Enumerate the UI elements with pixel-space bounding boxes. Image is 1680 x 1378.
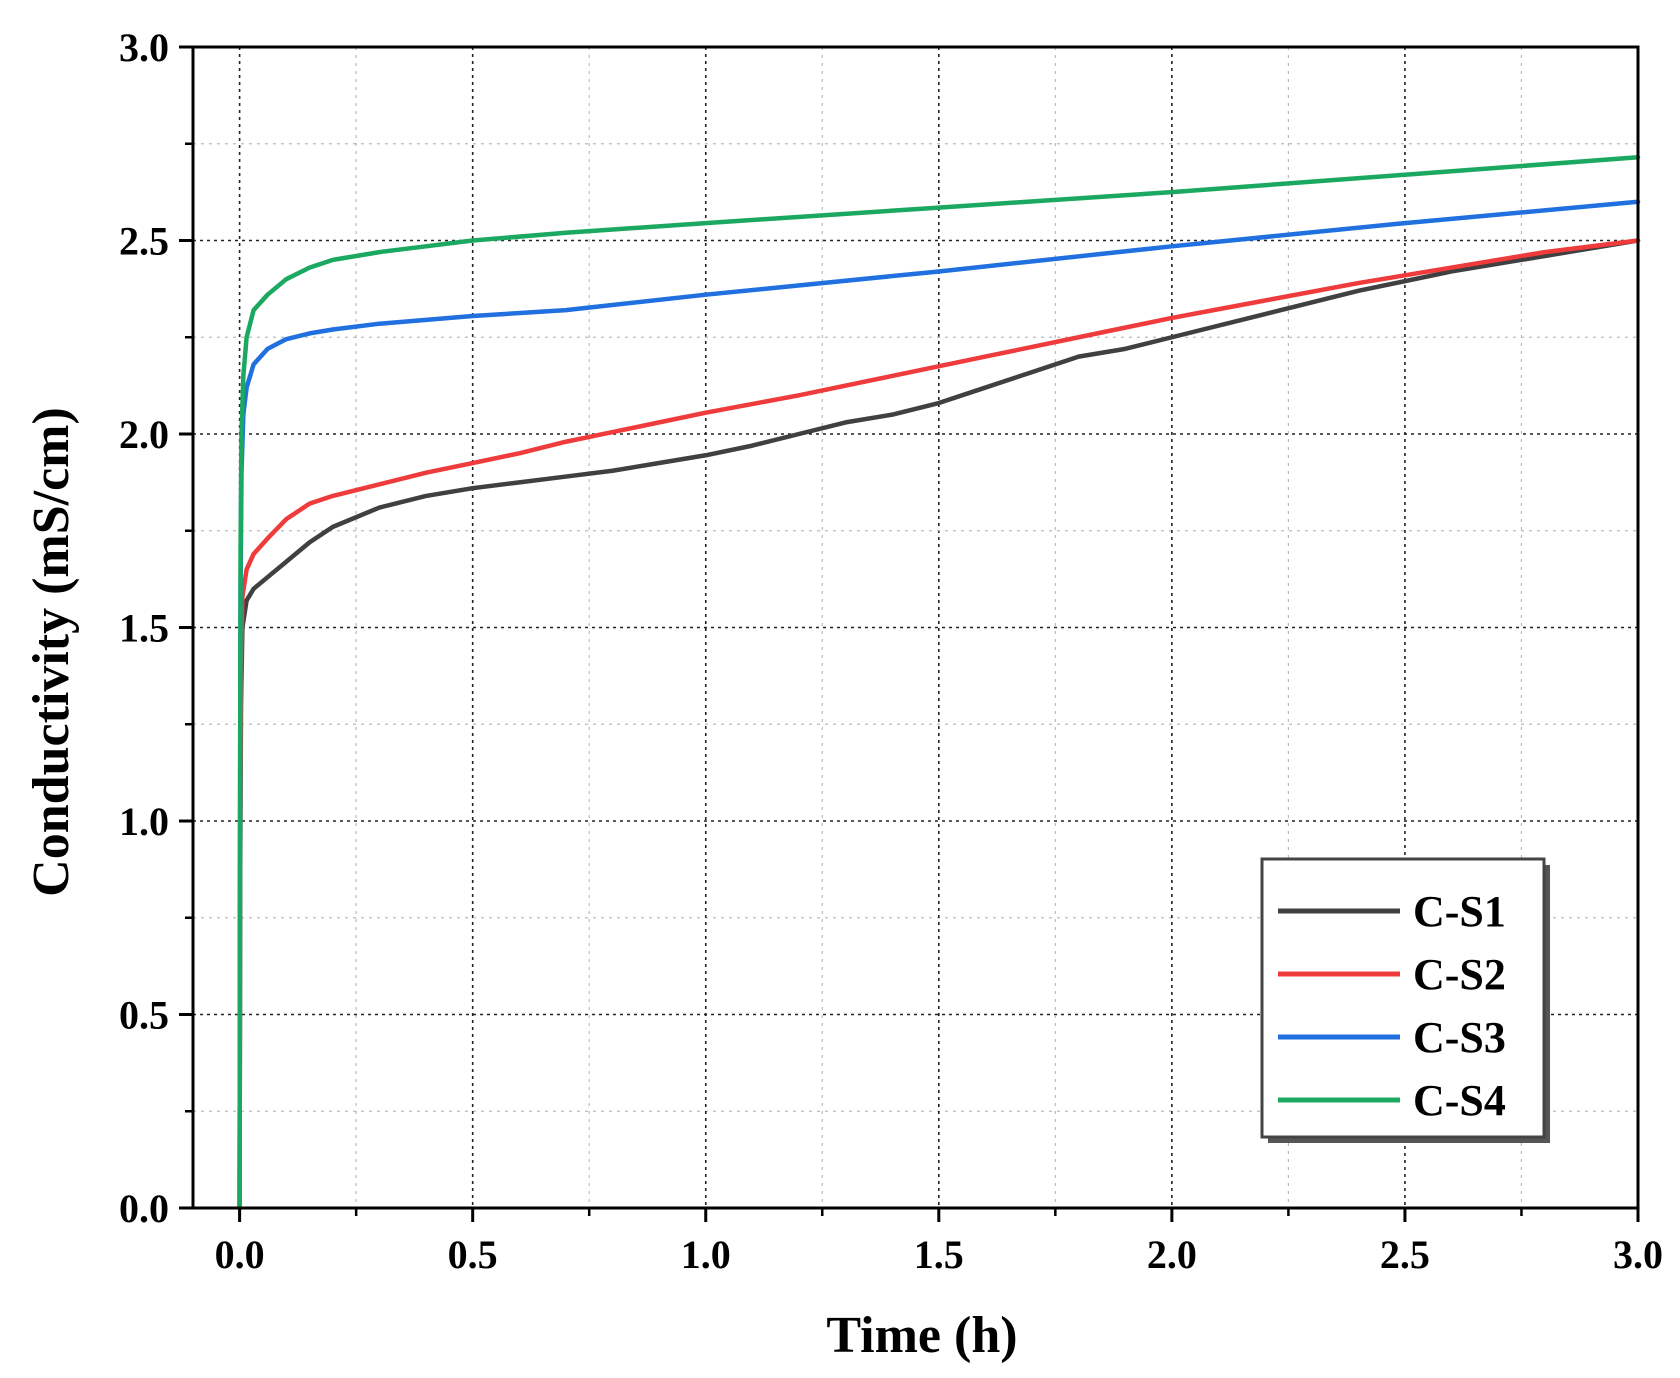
y-axis-title: Conductivity (mS/cm) [23, 407, 80, 897]
y-tick-label: 2.5 [119, 219, 169, 264]
legend-label-c-s3: C-S3 [1413, 1013, 1506, 1062]
x-axis-title: Time (h) [826, 1307, 1017, 1364]
y-tick-label: 0.0 [119, 1186, 169, 1231]
y-tick-label: 1.0 [119, 799, 169, 844]
series-line-c-s1 [237, 238, 1641, 1211]
x-tick-label: 0.0 [215, 1232, 265, 1277]
grid [193, 46, 1639, 1209]
series-lines [237, 155, 1641, 1211]
legend-label-c-s4: C-S4 [1413, 1076, 1506, 1125]
y-tick-label: 0.5 [119, 993, 169, 1038]
x-tick-label: 0.5 [448, 1232, 498, 1277]
legend-label-c-s1: C-S1 [1413, 887, 1506, 936]
legend-box [1260, 857, 1546, 1139]
series-line-c-s2 [237, 238, 1641, 1211]
y-tick-label: 1.5 [119, 606, 169, 651]
x-tick-label: 2.5 [1380, 1232, 1430, 1277]
legend: C-S1 C-S2 C-S3 C-S4 [1260, 857, 1550, 1143]
series-line-c-s4 [237, 155, 1641, 1211]
x-tick-label: 1.0 [681, 1232, 731, 1277]
x-tick-label: 3.0 [1613, 1232, 1663, 1277]
y-tick-label: 2.0 [119, 412, 169, 457]
y-tick-label: 3.0 [119, 25, 169, 70]
x-tick-label: 2.0 [1147, 1232, 1197, 1277]
axis-ticks: 0.0 0.5 1.0 1.5 2.0 2.5 3.0 0.0 0.5 1.0 1.5 2.0 2.5 3… [119, 25, 1663, 1277]
x-tick-label: 1.5 [914, 1232, 964, 1277]
legend-label-c-s2: C-S2 [1413, 950, 1506, 999]
